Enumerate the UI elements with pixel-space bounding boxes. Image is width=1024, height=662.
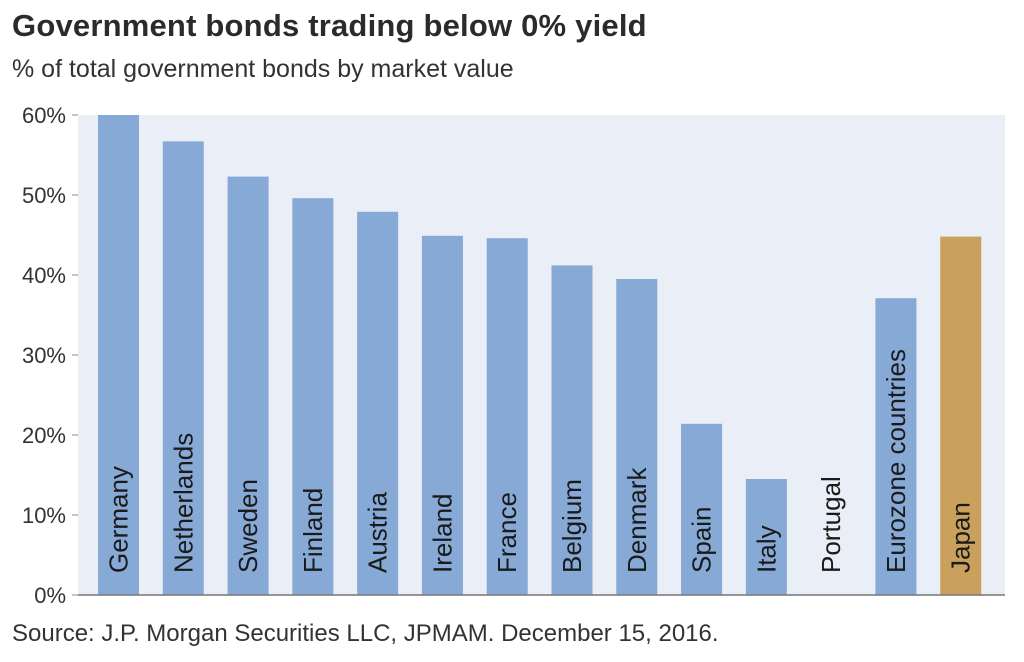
- bar-sweden: [227, 176, 269, 595]
- category-label: Netherlands: [168, 433, 198, 573]
- category-label: Portugal: [816, 476, 846, 573]
- bar-japan: [940, 236, 982, 595]
- y-tick-label: 60%: [22, 103, 66, 128]
- category-label: Belgium: [557, 479, 587, 573]
- y-tick-label: 0%: [34, 583, 66, 608]
- y-tick-label: 30%: [22, 343, 66, 368]
- category-label: Germany: [104, 466, 134, 573]
- category-label: Finland: [298, 488, 328, 573]
- y-axis: 0% 10% 20% 30% 40% 50% 60%: [22, 103, 78, 608]
- category-label: France: [492, 492, 522, 573]
- bar-netherlands: [162, 141, 204, 595]
- chart-subtitle: % of total government bonds by market va…: [12, 55, 514, 83]
- bar-spain: [681, 423, 723, 595]
- category-label: Austria: [363, 492, 393, 573]
- category-label: Ireland: [427, 493, 457, 573]
- bar-italy: [745, 479, 787, 595]
- source-note: Source: J.P. Morgan Securities LLC, JPMA…: [12, 620, 719, 647]
- bar-eurozone-countries: [875, 298, 917, 595]
- chart-title: Government bonds trading below 0% yield: [12, 8, 647, 43]
- plot-background: [78, 115, 1005, 595]
- category-label: Sweden: [233, 479, 263, 573]
- y-tick-label: 50%: [22, 183, 66, 208]
- bar-denmark: [616, 279, 658, 595]
- y-tick-label: 10%: [22, 503, 66, 528]
- category-label: Japan: [946, 502, 976, 573]
- bar-germany: [98, 115, 139, 595]
- bar-austria: [357, 211, 399, 596]
- bar-france: [486, 238, 528, 595]
- category-labels: Germany Netherlands Sweden Finland Austria Ir…: [104, 349, 976, 573]
- bar-belgium: [551, 265, 593, 595]
- bars: [98, 115, 982, 596]
- category-label: Eurozone countries: [881, 349, 911, 573]
- y-tick-label: 40%: [22, 263, 66, 288]
- bar-ireland: [421, 235, 463, 596]
- category-label: Spain: [687, 507, 717, 574]
- bar-finland: [292, 198, 334, 595]
- category-label: Italy: [751, 525, 781, 573]
- y-tick-label: 20%: [22, 423, 66, 448]
- category-label: Denmark: [622, 467, 652, 573]
